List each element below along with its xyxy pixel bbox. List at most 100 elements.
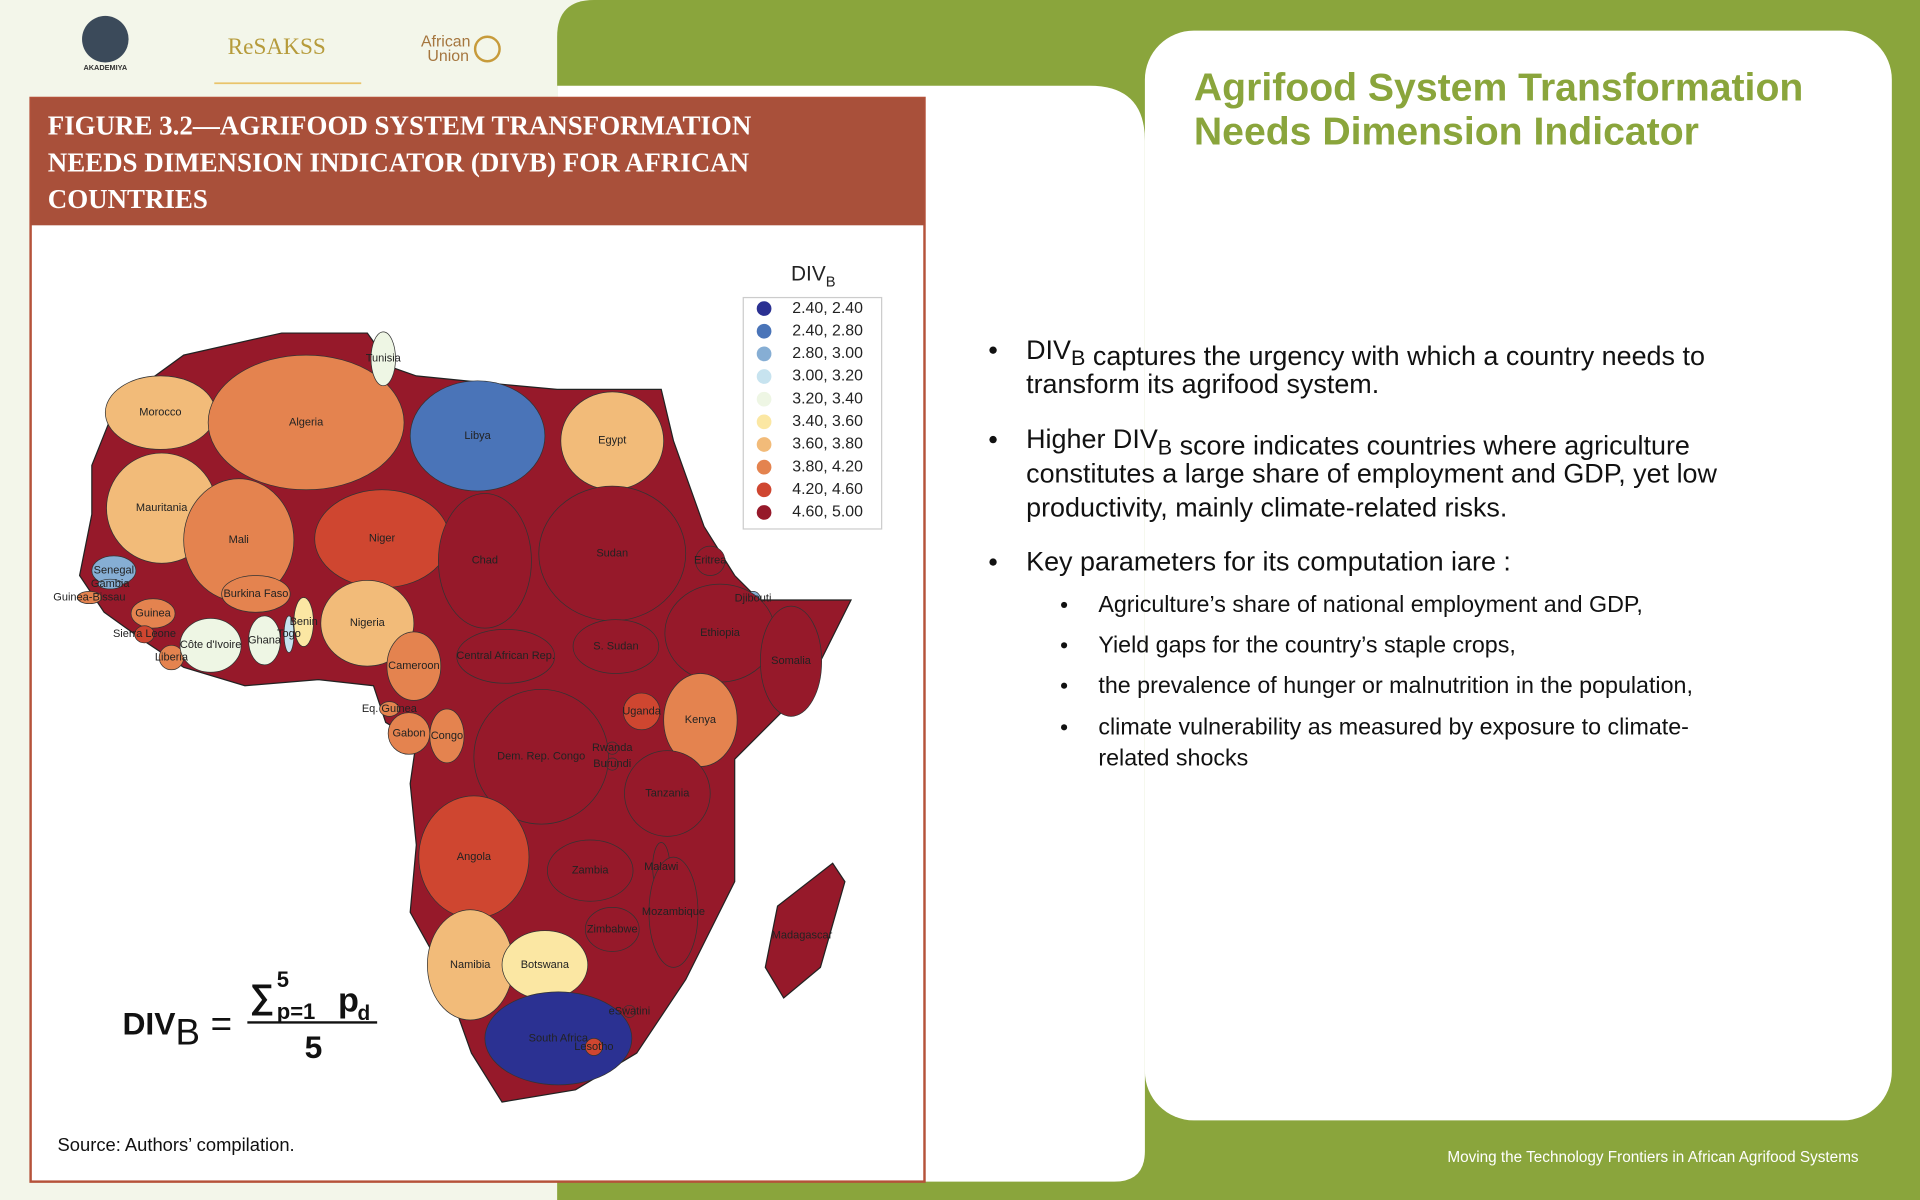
country-label: Ghana <box>248 634 282 646</box>
bullet-subscript: B <box>1071 345 1085 370</box>
country <box>283 615 295 654</box>
bullet-segment: Higher DIV <box>1026 424 1158 454</box>
legend-title-sub: B <box>826 275 836 291</box>
legend-label: 3.20, 3.40 <box>792 390 863 407</box>
country <box>320 580 415 667</box>
bullet-text: constitutes a large share of employment … <box>1026 458 1717 488</box>
au-logo <box>473 35 501 63</box>
bullet-segment: score indicates countries where agricult… <box>1172 430 1690 460</box>
country-label: Dem. Rep. Congo <box>497 751 585 763</box>
country-label: Tanzania <box>645 787 690 799</box>
country <box>546 839 634 902</box>
country <box>179 618 242 673</box>
country-label: Algeria <box>289 416 324 428</box>
country-label: Liberia <box>155 651 189 663</box>
country-label: Burkina Faso <box>223 588 288 600</box>
legend-swatch <box>756 369 772 384</box>
formula-part: DIV <box>122 1006 176 1042</box>
map: Morocco Algeria Tunisia Libya Egypt Mauritani… <box>53 331 853 1103</box>
country-label: Mauritania <box>136 502 188 514</box>
country-label: Sierra Leone <box>113 628 176 640</box>
formula-part: p <box>338 981 359 1019</box>
country <box>134 625 155 644</box>
legend-label: 3.80, 4.20 <box>792 458 863 475</box>
figure-title: COUNTRIES <box>48 184 208 214</box>
country-label: Mali <box>229 534 249 546</box>
bullet-segment: DIV <box>1026 335 1071 365</box>
country <box>456 629 556 684</box>
country-label: Botswana <box>521 959 570 971</box>
country-label: Eq. Guinea <box>362 703 418 715</box>
formula-part: 5 <box>277 967 289 992</box>
logo-text: Union <box>427 48 469 65</box>
country <box>622 692 661 731</box>
country <box>605 757 619 771</box>
text-card <box>1144 30 1892 1121</box>
bullet-subscript: B <box>1158 434 1172 459</box>
slide-title: Agrifood System Transformation <box>1194 66 1803 109</box>
bullet-text: productivity, mainly climate-related ris… <box>1026 493 1507 523</box>
legend-label: 3.40, 3.60 <box>792 413 863 430</box>
footer: Moving the Technology Frontiers in Afric… <box>1447 1149 1859 1166</box>
bullet-dot <box>989 435 997 444</box>
country-label: S. Sudan <box>593 640 638 652</box>
sub-bullet-text: Agriculture’s share of national employme… <box>1098 591 1643 617</box>
country-label: Zambia <box>572 865 610 877</box>
country <box>409 380 546 492</box>
country <box>584 906 640 952</box>
country-label: Morocco <box>139 407 181 419</box>
bullet-segment: transform its agrifood system. <box>1026 369 1379 399</box>
madagascar-shape <box>764 862 846 999</box>
country-label: Rwanda <box>592 742 633 754</box>
formula-part: = <box>211 1003 232 1044</box>
legend-swatch <box>756 323 772 339</box>
country-label: Benin <box>290 616 318 628</box>
country <box>130 598 176 629</box>
country-label: Djibouti <box>735 593 772 605</box>
legend-label: 3.60, 3.80 <box>792 436 863 453</box>
country <box>605 741 619 755</box>
country-label: Côte d'Ivoire <box>180 639 241 651</box>
country-label: Lesotho <box>574 1041 613 1053</box>
country-label: Somalia <box>771 655 812 667</box>
country <box>473 689 609 825</box>
bullet-text: DIVB captures the urgency with which a c… <box>1026 335 1705 371</box>
legend-swatch <box>756 459 772 475</box>
bullet-dot <box>1061 724 1068 731</box>
legend-swatch <box>756 346 772 362</box>
bullet-segment: productivity, mainly climate-related ris… <box>1026 493 1507 523</box>
formula: DIVB <box>122 1006 200 1053</box>
country-label: Congo <box>431 730 463 742</box>
legend-title-text: DIV <box>791 262 826 285</box>
country <box>248 615 281 666</box>
legend-label: 4.60, 5.00 <box>792 504 863 521</box>
country <box>624 750 711 837</box>
slide-title: Needs Dimension Indicator <box>1194 110 1699 153</box>
sub-bullet-text: climate vulnerability as measured by exp… <box>1098 714 1689 740</box>
country <box>386 631 442 701</box>
legend-swatch <box>756 414 772 430</box>
country-label: Guinea-Bissau <box>53 591 125 603</box>
country <box>438 493 532 629</box>
country-label: Malawi <box>644 861 678 873</box>
country-label: Togo <box>277 628 301 640</box>
bullet-dot <box>989 346 997 354</box>
country-label: Gabon <box>392 727 425 739</box>
country <box>584 1038 603 1056</box>
bullet-segment: captures the urgency with which a countr… <box>1085 341 1705 371</box>
country-label: Egypt <box>598 435 626 447</box>
country-label: Zimbabwe <box>587 923 638 935</box>
country <box>572 619 660 674</box>
legend-swatch <box>756 482 772 498</box>
country <box>293 597 314 647</box>
formula-part: 5 <box>305 1029 323 1065</box>
legend-swatch <box>756 505 772 520</box>
logo-text: African <box>421 34 471 51</box>
sub-bullet-text: related shocks <box>1098 744 1248 770</box>
logo-text: ReSAKSS <box>228 34 326 60</box>
formula-part: d <box>358 1002 371 1025</box>
country <box>695 545 726 576</box>
bullet-dot <box>1061 642 1068 649</box>
country <box>622 1004 636 1018</box>
